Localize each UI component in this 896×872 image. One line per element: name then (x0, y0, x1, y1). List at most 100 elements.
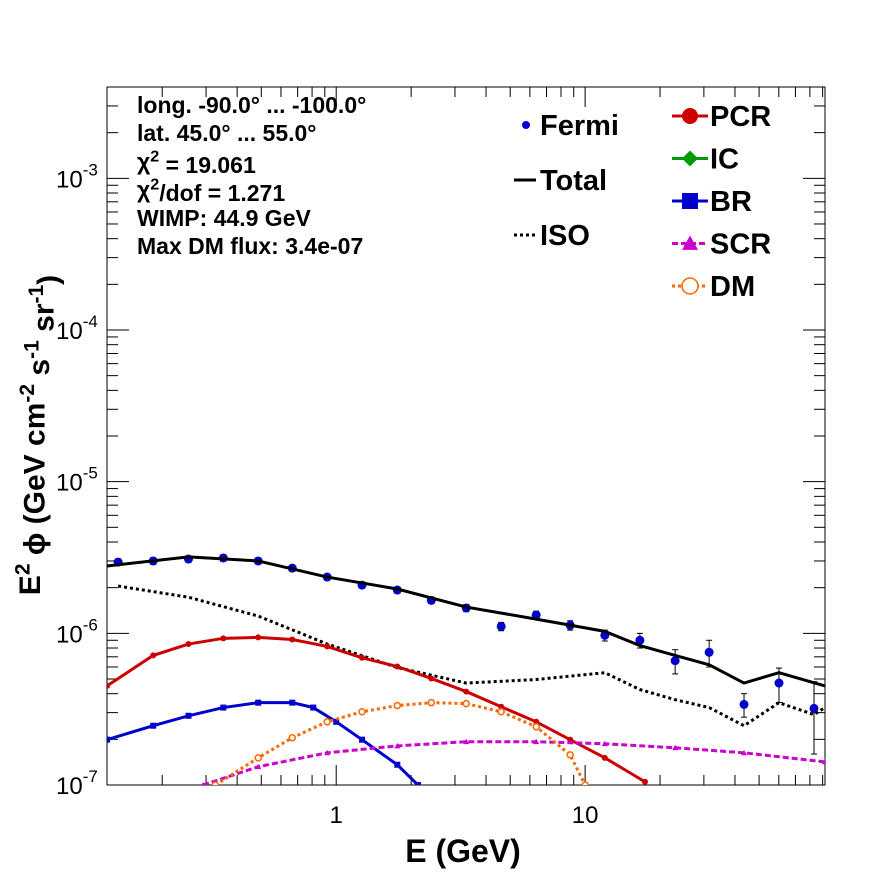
series-line (202, 740, 825, 785)
text-part: E (14, 575, 47, 595)
legend-label: SCR (710, 229, 771, 261)
marker (672, 744, 679, 751)
marker (394, 663, 401, 670)
superscript: 2 (150, 176, 159, 194)
marker (682, 193, 698, 209)
superscript: -1 (21, 340, 44, 359)
marker (641, 778, 648, 785)
marker (185, 641, 192, 648)
marker (739, 699, 749, 709)
y-tick-base: 10 (56, 470, 83, 497)
y-tick-label: 10-3 (56, 160, 98, 193)
marker (211, 781, 220, 785)
marker (107, 682, 110, 689)
marker (428, 675, 435, 682)
marker (255, 699, 262, 706)
legend-label: ISO (540, 220, 590, 252)
marker (496, 621, 506, 631)
marker (581, 781, 589, 785)
marker (394, 742, 401, 749)
text-part: sr (28, 303, 61, 340)
annotation: long. -90.0° ... -100.0° (137, 92, 366, 118)
marker (220, 635, 227, 642)
marker (323, 718, 331, 726)
text-part: lat. 45.0° ... 55.0° (137, 120, 317, 146)
marker (741, 749, 748, 756)
marker (427, 698, 436, 707)
legend-label: Fermi (540, 110, 619, 142)
marker (682, 235, 698, 250)
annotation: χ2/dof = 1.271 (137, 176, 285, 207)
text-part: WIMP: 44.9 GeV (137, 205, 311, 231)
marker (324, 643, 331, 650)
legend-label: DM (710, 271, 755, 303)
marker (670, 656, 680, 666)
marker (566, 751, 574, 759)
annotation: lat. 45.0° ... 55.0° (137, 120, 317, 146)
marker (220, 704, 227, 711)
marker (359, 654, 366, 661)
y-tick-base: 10 (56, 318, 83, 345)
marker (681, 277, 699, 295)
marker (567, 736, 574, 743)
text-part: s (23, 359, 56, 384)
y-tick-label: 10-4 (56, 312, 98, 345)
y-tick-exponent: -4 (83, 312, 98, 331)
x-axis-title: E (GeV) (405, 833, 521, 869)
superscript: 2 (12, 563, 35, 575)
legend-label: PCR (710, 101, 771, 133)
legend-label: Total (540, 165, 607, 197)
marker (289, 699, 296, 706)
marker (393, 701, 402, 710)
annotation: Max DM flux: 3.4e-07 (137, 233, 363, 259)
x-tick-label: 1 (330, 802, 343, 829)
series-line (107, 635, 646, 784)
marker (254, 754, 262, 762)
legend-label: IC (710, 144, 739, 176)
superscript: -2 (16, 384, 39, 403)
y-tick-exponent: -5 (83, 464, 98, 483)
text-part: Max DM flux: 3.4e-07 (137, 233, 363, 259)
marker (635, 635, 645, 645)
marker (522, 121, 530, 129)
marker (394, 761, 401, 768)
marker (333, 718, 340, 725)
marker (532, 723, 540, 731)
marker (682, 108, 698, 124)
marker (288, 733, 297, 742)
series-line (214, 701, 587, 785)
text-part: χ (137, 177, 151, 203)
marker (289, 636, 296, 643)
marker (809, 703, 819, 713)
x-tick-label: 10 (572, 802, 599, 829)
marker (324, 749, 331, 756)
y-tick-exponent: -6 (83, 615, 98, 634)
series-line (117, 584, 825, 728)
marker (533, 738, 540, 745)
y-axis-title: E2 ϕ (GeV cm-2 s-1 sr-1) (12, 275, 66, 595)
marker (822, 758, 825, 765)
marker (150, 722, 157, 729)
y-tick-label: 10-5 (56, 464, 98, 497)
text-part: ) (32, 275, 65, 285)
marker (533, 718, 540, 725)
marker (255, 634, 262, 641)
text-part: ϕ (GeV cm (19, 403, 52, 564)
y-tick-base: 10 (56, 773, 83, 800)
y-tick-label: 10-7 (56, 767, 98, 800)
superscript: 2 (150, 147, 159, 165)
marker (498, 703, 505, 710)
text-part: /dof = 1.271 (159, 180, 285, 206)
marker (463, 688, 470, 695)
marker (704, 647, 714, 657)
annotation: χ2 = 19.061 (137, 147, 256, 178)
marker (497, 708, 505, 716)
marker (463, 738, 470, 745)
marker (358, 708, 366, 716)
marker (462, 699, 470, 708)
marker (359, 736, 366, 743)
series-line (107, 555, 825, 688)
y-tick-base: 10 (56, 166, 83, 193)
text-part: χ (137, 148, 151, 174)
